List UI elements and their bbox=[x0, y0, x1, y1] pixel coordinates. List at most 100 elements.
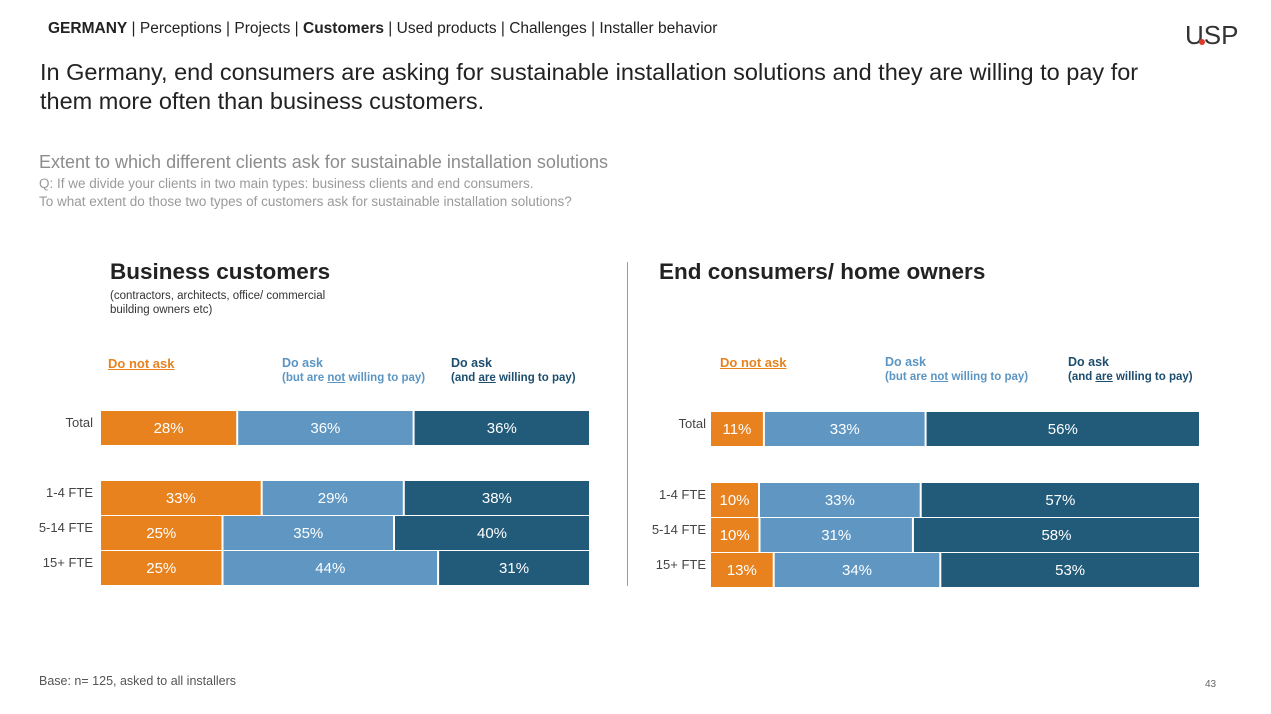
breadcrumb-sep: | bbox=[496, 20, 510, 37]
consumers-bar-ask-not-pay bbox=[764, 412, 925, 446]
legend-ask-not-pay: Do ask (but are not willing to pay) bbox=[885, 355, 1028, 385]
consumers-bar-ask-pay bbox=[913, 518, 1199, 552]
consumers-bar-label: 11% bbox=[722, 421, 751, 438]
breadcrumb-item-customers[interactable]: Customers bbox=[303, 20, 384, 37]
consumers-bar-label: 33% bbox=[830, 421, 860, 438]
legend-not-ask: Do not ask bbox=[720, 355, 787, 370]
business-row-label: 15+ FTE bbox=[43, 555, 94, 570]
legend-ask-not-pay-sub: (but are not willing to pay) bbox=[282, 371, 425, 386]
consumers-bar-ask-not-pay bbox=[760, 483, 920, 517]
business-bar-label: 33% bbox=[166, 490, 196, 507]
question-line-2: To what extent do those two types of cus… bbox=[39, 194, 572, 209]
business-bar-ask-not-pay bbox=[238, 411, 413, 445]
business-row-label: 5-14 FTE bbox=[39, 520, 94, 535]
legend-sub-text: willing to pay) bbox=[1112, 371, 1193, 383]
business-bar-ask-pay bbox=[439, 551, 589, 585]
legend-sub-text: willing to pay) bbox=[495, 372, 576, 384]
consumers-row-label: Total bbox=[679, 416, 707, 431]
business-bar-label: 29% bbox=[318, 490, 348, 507]
consumers-bar-not-ask bbox=[711, 518, 759, 552]
survey-question: Q: If we divide your clients in two main… bbox=[39, 175, 572, 211]
breadcrumb-item-projects[interactable]: Projects bbox=[234, 20, 291, 37]
business-bar-ask-pay bbox=[414, 411, 589, 445]
business-bar-label: 25% bbox=[146, 560, 176, 577]
legend-ask-not-pay-title: Do ask bbox=[282, 356, 323, 370]
page-title: In Germany, end consumers are asking for… bbox=[40, 59, 1139, 114]
consumers-row-label: 15+ FTE bbox=[656, 557, 707, 572]
legend-sub-text: willing to pay) bbox=[948, 371, 1029, 383]
logo-dot-icon bbox=[1199, 39, 1205, 45]
business-bar-not-ask bbox=[101, 411, 237, 445]
legend-ask-pay-sub: (and are willing to pay) bbox=[1068, 370, 1193, 385]
business-bar-label: 40% bbox=[477, 525, 507, 542]
breadcrumb-item-used-products[interactable]: Used products bbox=[396, 20, 497, 37]
business-row-label: 1-4 FTE bbox=[46, 485, 93, 500]
consumers-bar-ask-pay bbox=[921, 483, 1199, 517]
business-row-label: Total bbox=[66, 415, 94, 430]
legend-ask-pay-title: Do ask bbox=[451, 356, 492, 370]
legend-ask-pay-sub: (and are willing to pay) bbox=[451, 371, 576, 386]
business-bar-label: 36% bbox=[310, 420, 340, 437]
consumers-bar-label: 53% bbox=[1055, 562, 1085, 579]
question-line-1: Q: If we divide your clients in two main… bbox=[39, 176, 534, 191]
chart-title-consumers: End consumers/ home owners bbox=[659, 259, 986, 284]
consumers-bar-ask-not-pay bbox=[760, 518, 912, 552]
legend-sub-text: willing to pay) bbox=[345, 372, 426, 384]
business-bar-label: 31% bbox=[499, 560, 529, 577]
business-bar-not-ask bbox=[101, 516, 222, 550]
breadcrumb-item-challenges[interactable]: Challenges bbox=[509, 20, 587, 37]
consumers-row-label: 5-14 FTE bbox=[652, 522, 707, 537]
legend-sub-text: (and bbox=[451, 372, 479, 384]
footer-base-note: Base: n= 125, asked to all installers bbox=[39, 674, 236, 688]
breadcrumb-item-perceptions[interactable]: Perceptions bbox=[139, 20, 222, 37]
usp-logo: USP bbox=[1185, 20, 1238, 51]
breadcrumb-sep: | bbox=[586, 20, 600, 37]
consumers-bar-label: 56% bbox=[1048, 421, 1078, 438]
legend-sub-text: (and bbox=[1068, 371, 1096, 383]
breadcrumb-country: GERMANY bbox=[48, 20, 128, 37]
consumers-bar-label: 10% bbox=[720, 527, 750, 544]
consumers-bar-ask-not-pay bbox=[774, 553, 940, 587]
legend-sub-text: (but are bbox=[282, 372, 328, 384]
business-bar-label: 28% bbox=[154, 420, 184, 437]
consumers-row-label: 1-4 FTE bbox=[659, 487, 706, 502]
consumers-bar-ask-pay bbox=[941, 553, 1199, 587]
business-bar-label: 36% bbox=[487, 420, 517, 437]
consumers-bar-not-ask bbox=[711, 553, 773, 587]
business-bar-ask-not-pay bbox=[223, 516, 393, 550]
business-bar-ask-not-pay bbox=[223, 551, 438, 585]
legend-sub-underlined: are bbox=[1095, 371, 1113, 383]
business-bar-ask-pay bbox=[404, 481, 589, 515]
business-bar-not-ask bbox=[101, 551, 222, 585]
legend-sub-underlined: are bbox=[478, 372, 496, 384]
legend-ask-pay-title: Do ask bbox=[1068, 355, 1109, 369]
business-bar-label: 44% bbox=[315, 560, 345, 577]
chart-divider bbox=[627, 262, 628, 586]
breadcrumb-item-installer-behavior[interactable]: Installer behavior bbox=[599, 20, 718, 37]
legend-ask-not-pay-title: Do ask bbox=[885, 355, 926, 369]
business-bar-ask-not-pay bbox=[262, 481, 403, 515]
chart-title-business: Business customers bbox=[110, 259, 331, 284]
legend-ask-not-pay-sub: (but are not willing to pay) bbox=[885, 370, 1028, 385]
consumers-bar-not-ask bbox=[711, 412, 763, 446]
page-number: 43 bbox=[1205, 679, 1217, 690]
business-bar-label: 38% bbox=[482, 490, 512, 507]
consumers-bar-label: 33% bbox=[825, 492, 855, 509]
consumers-bar-label: 10% bbox=[719, 492, 749, 509]
legend-sub-underlined: not bbox=[930, 371, 949, 383]
breadcrumb-sep: | bbox=[221, 20, 235, 37]
legend-ask-pay: Do ask (and are willing to pay) bbox=[451, 356, 576, 386]
business-bar-label: 25% bbox=[146, 525, 176, 542]
breadcrumb: GERMANY | Perceptions | Projects | Custo… bbox=[48, 20, 717, 38]
consumers-bar-label: 34% bbox=[842, 562, 872, 579]
consumers-bar-label: 58% bbox=[1041, 527, 1071, 544]
legend-ask-not-pay: Do ask (but are not willing to pay) bbox=[282, 356, 425, 386]
consumers-bar-not-ask bbox=[711, 483, 758, 517]
consumers-bar-label: 31% bbox=[821, 527, 851, 544]
business-bar-not-ask bbox=[101, 481, 261, 515]
business-bar-ask-pay bbox=[395, 516, 589, 550]
business-bar-label: 35% bbox=[293, 525, 323, 542]
breadcrumb-sep: | bbox=[290, 20, 304, 37]
legend-sub-text: (but are bbox=[885, 371, 931, 383]
